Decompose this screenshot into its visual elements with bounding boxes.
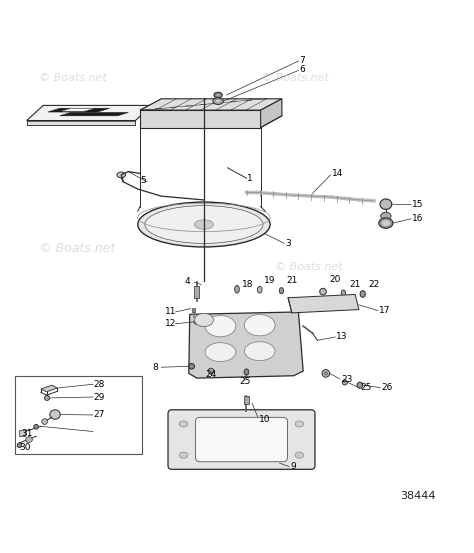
Ellipse shape: [360, 291, 365, 298]
Ellipse shape: [208, 368, 214, 374]
Ellipse shape: [244, 315, 275, 336]
Ellipse shape: [216, 93, 220, 97]
Text: 22: 22: [369, 280, 380, 289]
Ellipse shape: [342, 380, 347, 385]
Ellipse shape: [213, 98, 223, 105]
Ellipse shape: [244, 342, 275, 361]
Text: 24: 24: [205, 371, 216, 379]
Ellipse shape: [324, 372, 328, 375]
Ellipse shape: [145, 206, 263, 243]
Ellipse shape: [214, 92, 222, 98]
Text: © Boats.net: © Boats.net: [38, 242, 115, 254]
Text: 14: 14: [331, 169, 343, 179]
Polygon shape: [27, 121, 136, 126]
Polygon shape: [288, 294, 359, 313]
Text: 4: 4: [184, 276, 190, 286]
Text: 21: 21: [349, 280, 361, 289]
Polygon shape: [60, 112, 128, 116]
Text: 15: 15: [412, 200, 423, 209]
Ellipse shape: [357, 382, 363, 388]
Text: 8: 8: [152, 363, 158, 372]
Text: 9: 9: [290, 462, 296, 472]
Ellipse shape: [379, 218, 393, 228]
Polygon shape: [48, 108, 109, 112]
Bar: [15, 375, 143, 453]
Ellipse shape: [215, 100, 221, 103]
Text: 5: 5: [140, 176, 146, 185]
Ellipse shape: [189, 363, 194, 369]
Polygon shape: [140, 99, 282, 110]
Ellipse shape: [50, 410, 60, 419]
Ellipse shape: [279, 288, 283, 294]
Text: 25: 25: [239, 377, 251, 386]
Bar: [194, 286, 199, 298]
Ellipse shape: [205, 316, 236, 337]
Ellipse shape: [381, 212, 391, 220]
Ellipse shape: [257, 286, 262, 293]
Ellipse shape: [295, 452, 304, 458]
FancyBboxPatch shape: [168, 410, 315, 469]
Text: 12: 12: [165, 319, 176, 328]
Ellipse shape: [194, 320, 200, 324]
Ellipse shape: [341, 290, 346, 296]
Text: 3: 3: [286, 239, 292, 248]
Ellipse shape: [295, 421, 304, 427]
Text: © Boats.net: © Boats.net: [275, 262, 343, 272]
Ellipse shape: [381, 220, 391, 226]
Ellipse shape: [205, 343, 236, 362]
Bar: [18, 430, 25, 436]
Ellipse shape: [17, 443, 22, 447]
Ellipse shape: [322, 369, 329, 377]
Text: 20: 20: [329, 275, 340, 284]
Ellipse shape: [138, 202, 270, 247]
Ellipse shape: [117, 172, 126, 178]
Text: 13: 13: [336, 332, 348, 341]
Ellipse shape: [235, 285, 239, 293]
Text: 18: 18: [242, 280, 253, 289]
Ellipse shape: [319, 288, 326, 295]
Text: 23: 23: [341, 374, 352, 384]
Ellipse shape: [179, 421, 188, 427]
Polygon shape: [140, 110, 261, 128]
Text: 17: 17: [379, 306, 390, 315]
Text: 38444: 38444: [400, 491, 436, 501]
Text: © Boats.net: © Boats.net: [38, 73, 106, 83]
FancyBboxPatch shape: [195, 418, 288, 462]
Text: 25: 25: [360, 383, 371, 392]
Text: 30: 30: [19, 443, 31, 452]
Text: 16: 16: [412, 215, 423, 223]
Polygon shape: [62, 109, 93, 111]
Polygon shape: [261, 99, 282, 128]
Text: 19: 19: [264, 276, 276, 285]
Text: 21: 21: [286, 276, 298, 285]
Ellipse shape: [179, 452, 188, 458]
Ellipse shape: [42, 419, 47, 424]
Text: © Boats.net: © Boats.net: [261, 73, 328, 83]
Text: 1: 1: [247, 174, 253, 182]
Text: 6: 6: [300, 65, 305, 75]
Text: 26: 26: [381, 383, 392, 392]
Polygon shape: [27, 106, 152, 121]
Text: 7: 7: [300, 56, 305, 65]
Bar: [192, 307, 195, 312]
Ellipse shape: [194, 314, 213, 327]
Text: 27: 27: [94, 410, 105, 420]
Text: 10: 10: [259, 415, 271, 424]
Polygon shape: [41, 385, 57, 392]
Text: 11: 11: [165, 307, 177, 316]
Text: 29: 29: [94, 393, 105, 401]
Ellipse shape: [194, 220, 213, 229]
Text: 28: 28: [94, 380, 105, 389]
Ellipse shape: [46, 397, 48, 399]
Ellipse shape: [34, 424, 38, 429]
Text: 31: 31: [21, 429, 33, 438]
Ellipse shape: [26, 437, 32, 442]
Bar: [244, 395, 249, 404]
Ellipse shape: [244, 369, 249, 375]
Polygon shape: [189, 312, 303, 378]
Ellipse shape: [380, 199, 392, 210]
